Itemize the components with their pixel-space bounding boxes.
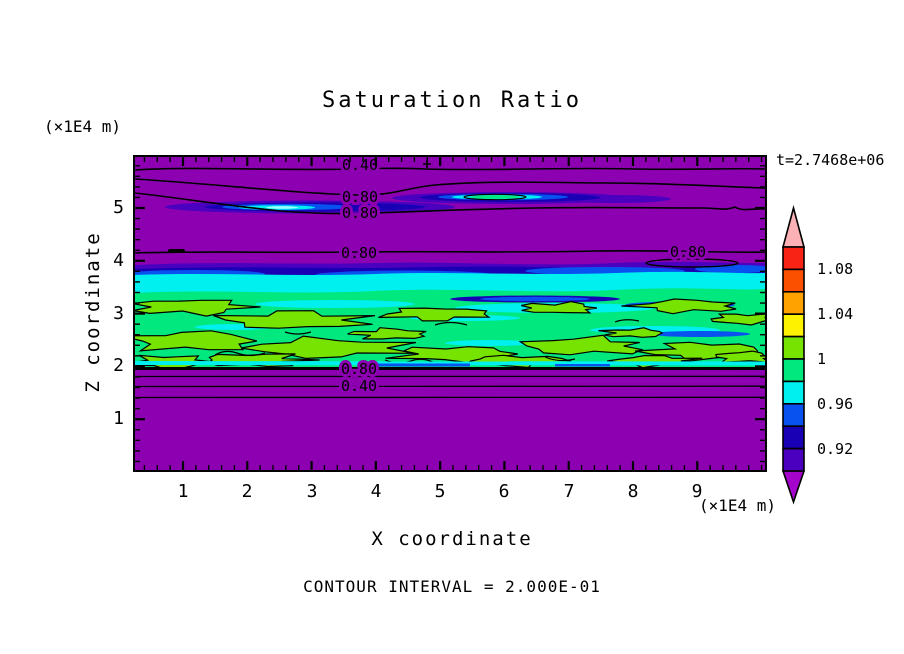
z-tick-label: 4 — [113, 250, 124, 271]
colorbar-segment — [782, 403, 805, 428]
colorbar-segment — [782, 425, 805, 450]
time-stamp-label: t=2.7468e+06 — [776, 151, 885, 169]
colorbar-segment — [782, 246, 805, 271]
x-tick-label: 4 — [370, 481, 382, 502]
contour-map: 0.40 0.80 0.80 0.80 0.80 0.80 0.40 — [135, 157, 765, 470]
colorbar-tick-label: 0.96 — [817, 395, 854, 413]
contour-label: 0.40 — [341, 377, 377, 395]
contour-interval-label: CONTOUR INTERVAL = 2.000E-01 — [303, 577, 601, 596]
axis-ticks — [135, 157, 765, 470]
plot-frame — [133, 155, 767, 472]
x-tick-label: 1 — [177, 481, 189, 502]
z-axis-unit-label: (×1E4 m) — [44, 117, 122, 136]
colorbar-segment — [782, 291, 805, 316]
colorbar-tick-label: 0.92 — [817, 440, 854, 458]
contour-label: 0.80 — [342, 188, 378, 206]
contour-lines-layer — [135, 160, 765, 399]
moist-lens-layer — [165, 192, 671, 214]
contour-label: 0.80 — [342, 204, 378, 222]
colorbar-segment — [782, 335, 805, 360]
z-tick-label: 1 — [113, 408, 124, 429]
contour-labels-layer: 0.40 0.80 0.80 0.80 0.80 0.80 0.40 — [338, 157, 709, 398]
page-title: Saturation Ratio — [322, 88, 582, 113]
contour-label: 0.80 — [670, 243, 706, 261]
contour-label: 0.40 — [342, 157, 378, 174]
x-axis-title: X coordinate — [371, 528, 533, 550]
colorbar-under-arrow — [781, 470, 806, 505]
colorbar-segment — [782, 358, 805, 383]
x-tick-label: 6 — [498, 481, 510, 502]
cloud-band-layer — [135, 261, 765, 370]
colorbar-segment — [782, 313, 805, 338]
colorbar-tick-label: 1.04 — [817, 305, 854, 323]
x-tick-label: 8 — [627, 481, 639, 502]
x-tick-label: 2 — [241, 481, 253, 502]
x-tick-label: 3 — [306, 481, 318, 502]
colorbar-segment — [782, 268, 805, 293]
x-tick-label: 9 — [691, 481, 703, 502]
colorbar-tick-label: 1.08 — [817, 260, 854, 278]
z-tick-label: 5 — [113, 197, 124, 218]
colorbar-segment — [782, 447, 805, 472]
colorbar-over-arrow — [781, 204, 806, 248]
x-tick-label: 7 — [563, 481, 575, 502]
x-axis-unit-label: (×1E4 m) — [698, 496, 776, 515]
contour-label: 0.80 — [341, 360, 377, 378]
colorbar-tick-label: 1 — [817, 350, 827, 368]
x-tick-label: 5 — [434, 481, 446, 502]
colorbar-segment — [782, 380, 805, 405]
colorbar — [781, 204, 806, 505]
z-tick-label: 2 — [113, 355, 124, 376]
z-tick-label: 3 — [113, 303, 124, 324]
contour-label: 0.80 — [341, 244, 377, 262]
